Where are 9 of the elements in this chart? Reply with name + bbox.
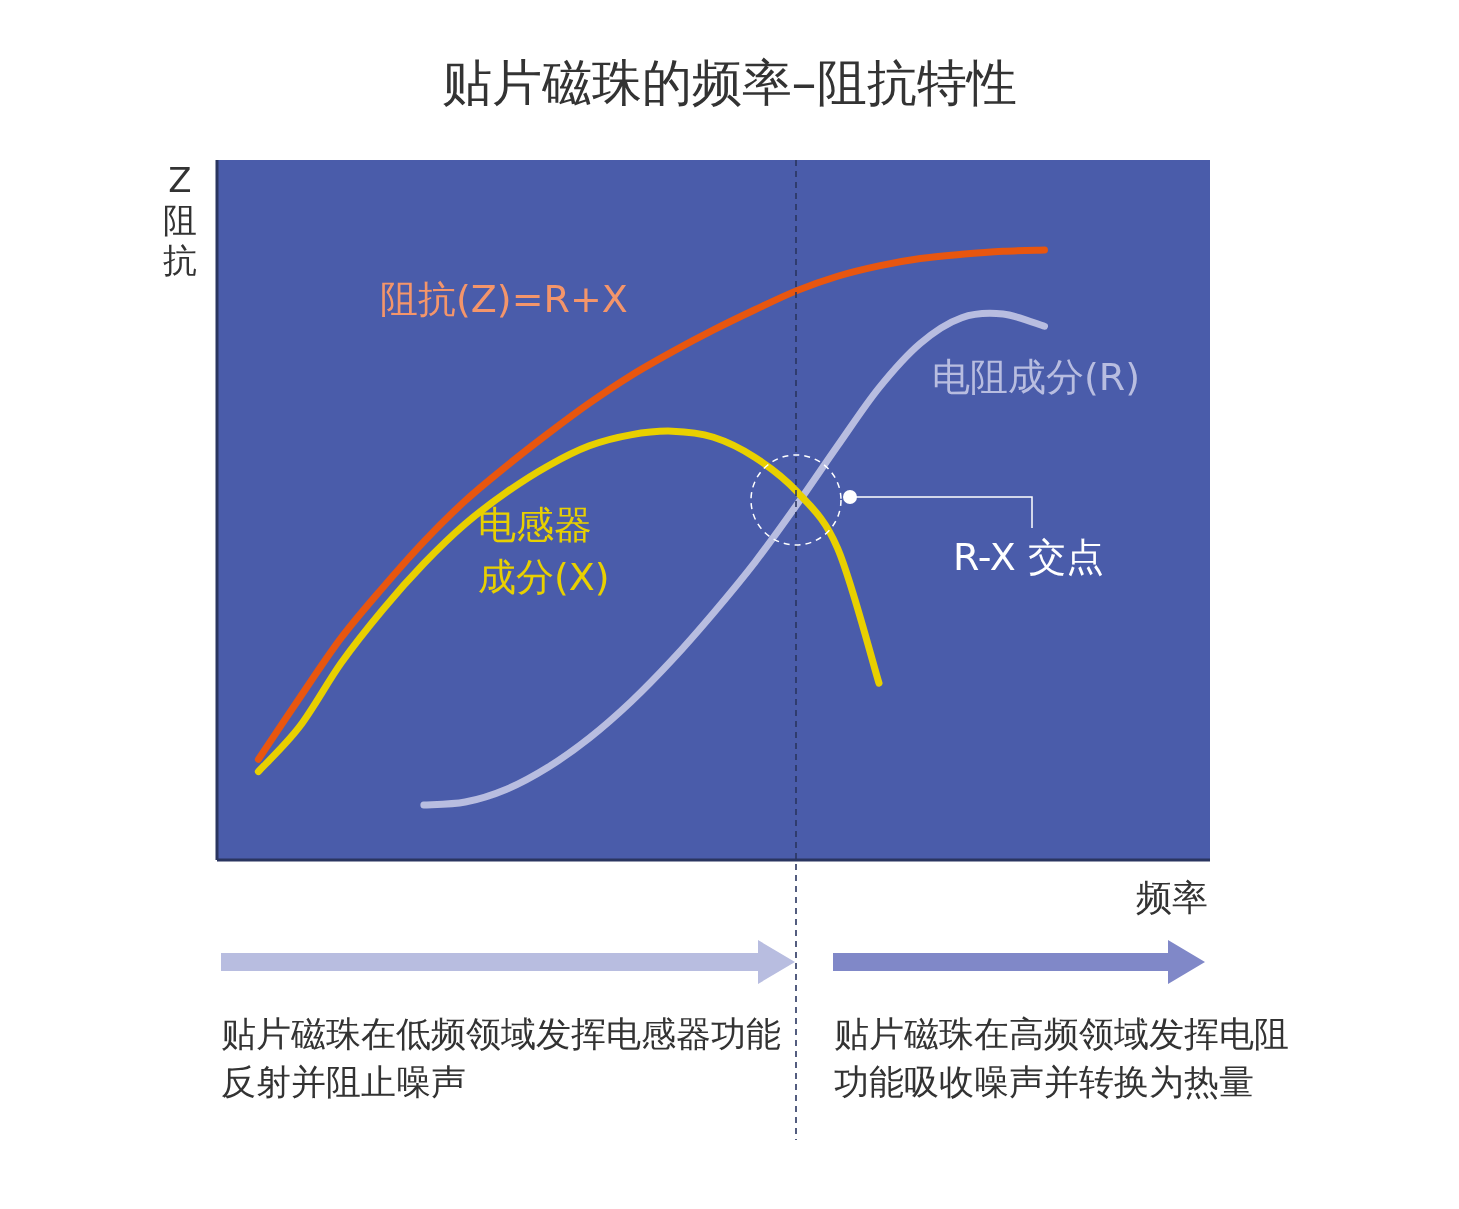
x-axis-title: 频率 — [1136, 877, 1208, 918]
y-axis-title: Z阻抗 — [163, 160, 197, 280]
annotation: R-X 交点 — [953, 535, 1104, 579]
series-label: 电感器成分(X) — [478, 503, 610, 599]
chart-title: 贴片磁珠的频率–阻抗特性 — [441, 54, 1017, 112]
text: 贴片磁珠在高频领域发挥电阻功能吸收噪声并转换为热量 — [834, 1013, 1290, 1104]
text: 贴片磁珠在低频领域发挥电感器功能反射并阻止噪声 — [221, 1013, 781, 1104]
series-label: 电阻成分(R) — [932, 355, 1141, 399]
series-label: 阻抗(Z)=R+X — [380, 277, 628, 321]
